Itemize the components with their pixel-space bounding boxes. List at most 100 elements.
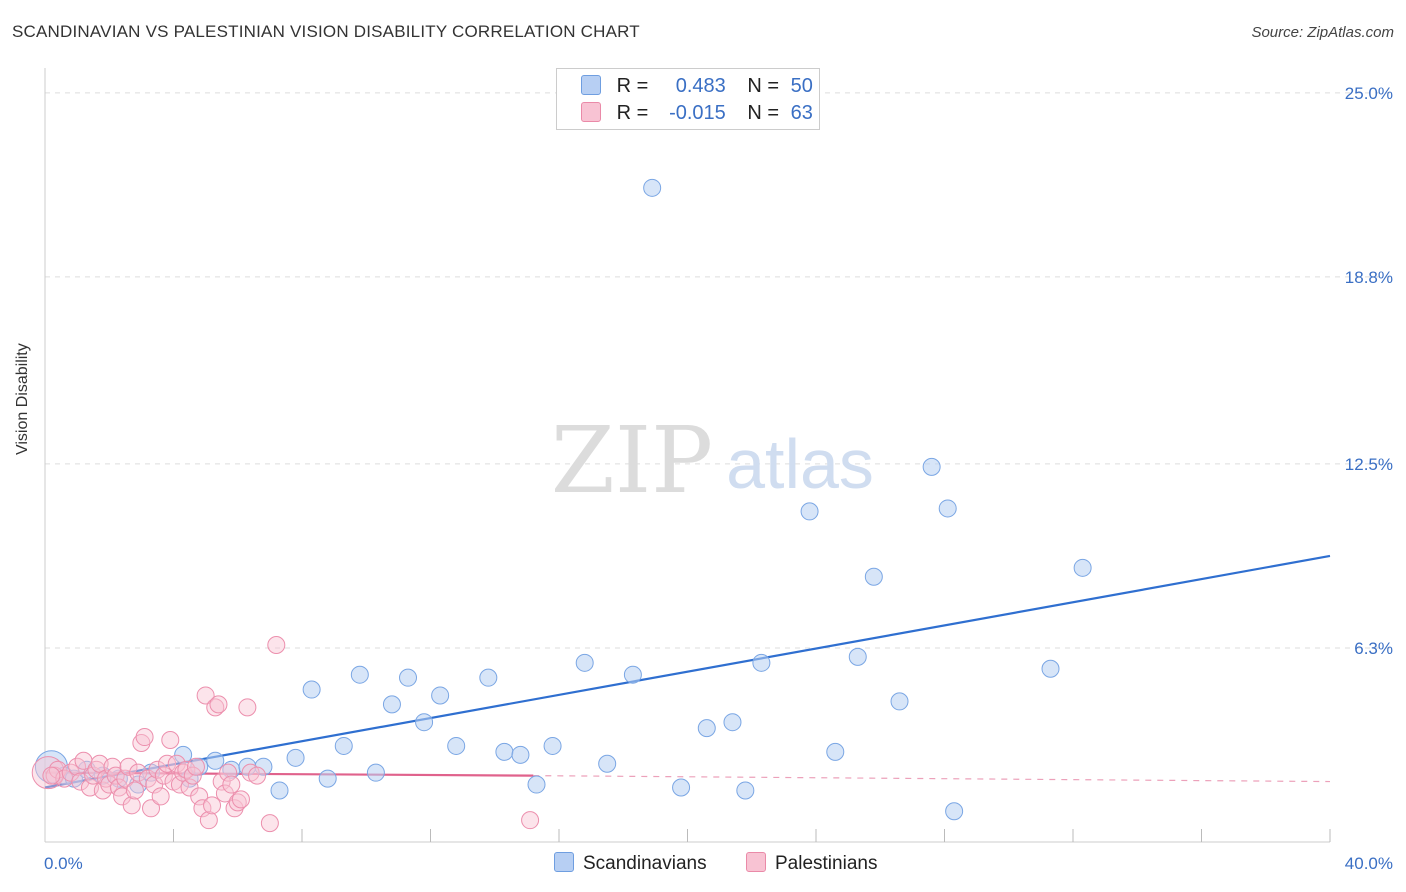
palestinian-point xyxy=(199,811,218,830)
scandinavian-point xyxy=(302,680,321,699)
scandinavian-point xyxy=(736,781,755,800)
bottom-legend-palestinians[interactable]: Palestinians xyxy=(746,852,877,875)
bottom-legend-scandinavians[interactable]: Scandinavians xyxy=(554,852,707,875)
watermark-zip: ZIP xyxy=(551,407,713,514)
legend-n-value: 63 xyxy=(790,102,813,124)
scandinavian-point xyxy=(848,647,867,666)
palestinian-point xyxy=(161,731,180,749)
chart-title: SCANDINAVIAN VS PALESTINIAN VISION DISAB… xyxy=(12,22,640,41)
x-tick-label: 40.0% xyxy=(1345,854,1393,873)
x-tick-label: 0.0% xyxy=(44,854,83,873)
scandinavian-point xyxy=(415,713,434,732)
scandinavian-point xyxy=(318,769,337,788)
palestinian-point xyxy=(106,766,125,785)
legend-r-label: R = xyxy=(616,102,649,124)
scandinavian-point xyxy=(350,665,369,684)
bottom-legend-label: Palestinians xyxy=(775,853,878,874)
palestinian-point xyxy=(190,787,209,806)
source-label[interactable]: Source: ZipAtlas.com xyxy=(1251,24,1394,41)
palestinian-point xyxy=(135,728,154,747)
legend-r-value: 0.483 xyxy=(675,75,726,97)
legend-n-value: 50 xyxy=(790,75,813,97)
legend-row-palestinians: R = -0.015 N = 63 xyxy=(581,102,813,126)
palestinian-point xyxy=(119,757,138,776)
scandinavian-point xyxy=(1041,659,1060,678)
palestinian-point xyxy=(186,757,205,776)
palestinian-point xyxy=(260,814,279,833)
scandinavian-point xyxy=(723,713,742,732)
scandinavian-point xyxy=(623,665,642,684)
y-tick-label: 6.3% xyxy=(1354,639,1393,658)
palestinian-trend-extension xyxy=(533,775,1331,783)
palestinian-point xyxy=(122,796,141,815)
scandinavian-point xyxy=(399,668,418,687)
scandinavian-point xyxy=(1073,558,1092,577)
scandinavian-point xyxy=(270,781,289,800)
palestinian-point xyxy=(125,781,144,800)
scandinavian-point xyxy=(511,745,530,764)
palestinian-point xyxy=(209,695,228,714)
scandinavian-point xyxy=(826,742,845,761)
palestinian-point xyxy=(215,784,234,803)
scandinavian-point xyxy=(206,751,225,770)
palestinian-point xyxy=(521,811,540,830)
palestinian-point xyxy=(222,775,241,794)
palestinian-point xyxy=(203,796,222,815)
correlation-legend: R = 0.483 N = 50 R = -0.015 N = 63 xyxy=(556,68,820,130)
scandinavian-point xyxy=(643,178,662,197)
palestinian-point xyxy=(151,787,170,806)
scandinavian-point xyxy=(697,719,716,738)
scandinavian-point xyxy=(890,692,909,711)
scandinavian-point xyxy=(543,736,562,755)
scandinavian-point xyxy=(527,775,546,794)
scandinavian-point xyxy=(382,695,401,714)
scandinavian-point xyxy=(174,745,193,764)
palestinian-point xyxy=(100,775,119,794)
palestinian-point xyxy=(212,772,231,791)
axes-layer xyxy=(44,68,1331,843)
palestinian-point xyxy=(132,733,151,752)
palestinian-point xyxy=(170,775,189,794)
palestinian-point xyxy=(193,799,212,818)
palestinian-point xyxy=(228,793,247,812)
legend-swatch-palestinians xyxy=(581,102,601,122)
grid-layer xyxy=(45,92,1394,649)
legend-n-label: N = xyxy=(747,102,780,124)
palestinian-point xyxy=(42,766,61,785)
palestinian-point xyxy=(129,763,148,782)
legend-r-label: R = xyxy=(616,75,649,97)
palestinian-point xyxy=(154,766,173,785)
scandinavian-point xyxy=(922,457,941,476)
scandinavian-point xyxy=(672,778,691,797)
scandinavian-point xyxy=(800,502,819,521)
scandinavian-point xyxy=(752,653,771,672)
scandinavian-point xyxy=(334,736,353,755)
palestinian-point xyxy=(158,754,177,773)
scandinavian-point xyxy=(286,748,305,767)
scandinavian-point xyxy=(575,653,594,672)
bottom-legend-label: Scandinavians xyxy=(583,853,707,874)
tick-labels: 6.3% 12.5% 18.8% 25.0% 0.0% 40.0% xyxy=(44,84,1393,873)
palestinian-point xyxy=(231,790,250,809)
scandinavian-point xyxy=(447,736,466,755)
palestinian-point xyxy=(167,754,186,773)
y-axis-label: Vision Disability xyxy=(14,343,31,455)
scandinavian-point xyxy=(479,668,498,687)
trend-lines xyxy=(44,554,1331,789)
palestinian-point xyxy=(225,799,244,818)
scandinavian-point xyxy=(945,802,964,821)
palestinian-trend-line xyxy=(44,771,534,777)
legend-n-label: N = xyxy=(747,75,780,97)
y-tick-label: 25.0% xyxy=(1345,84,1393,103)
scandinavian-trend-line xyxy=(44,554,1331,789)
palestinian-point xyxy=(248,766,267,785)
bottom-legend-swatch-scandinavians xyxy=(554,852,574,872)
y-tick-label: 12.5% xyxy=(1345,455,1393,474)
y-tick-label: 18.8% xyxy=(1345,268,1393,287)
palestinian-point xyxy=(238,698,257,717)
palestinian-point xyxy=(267,636,286,654)
palestinian-point xyxy=(142,799,161,818)
scandinavian-point xyxy=(495,742,514,761)
data-points xyxy=(31,178,1092,833)
